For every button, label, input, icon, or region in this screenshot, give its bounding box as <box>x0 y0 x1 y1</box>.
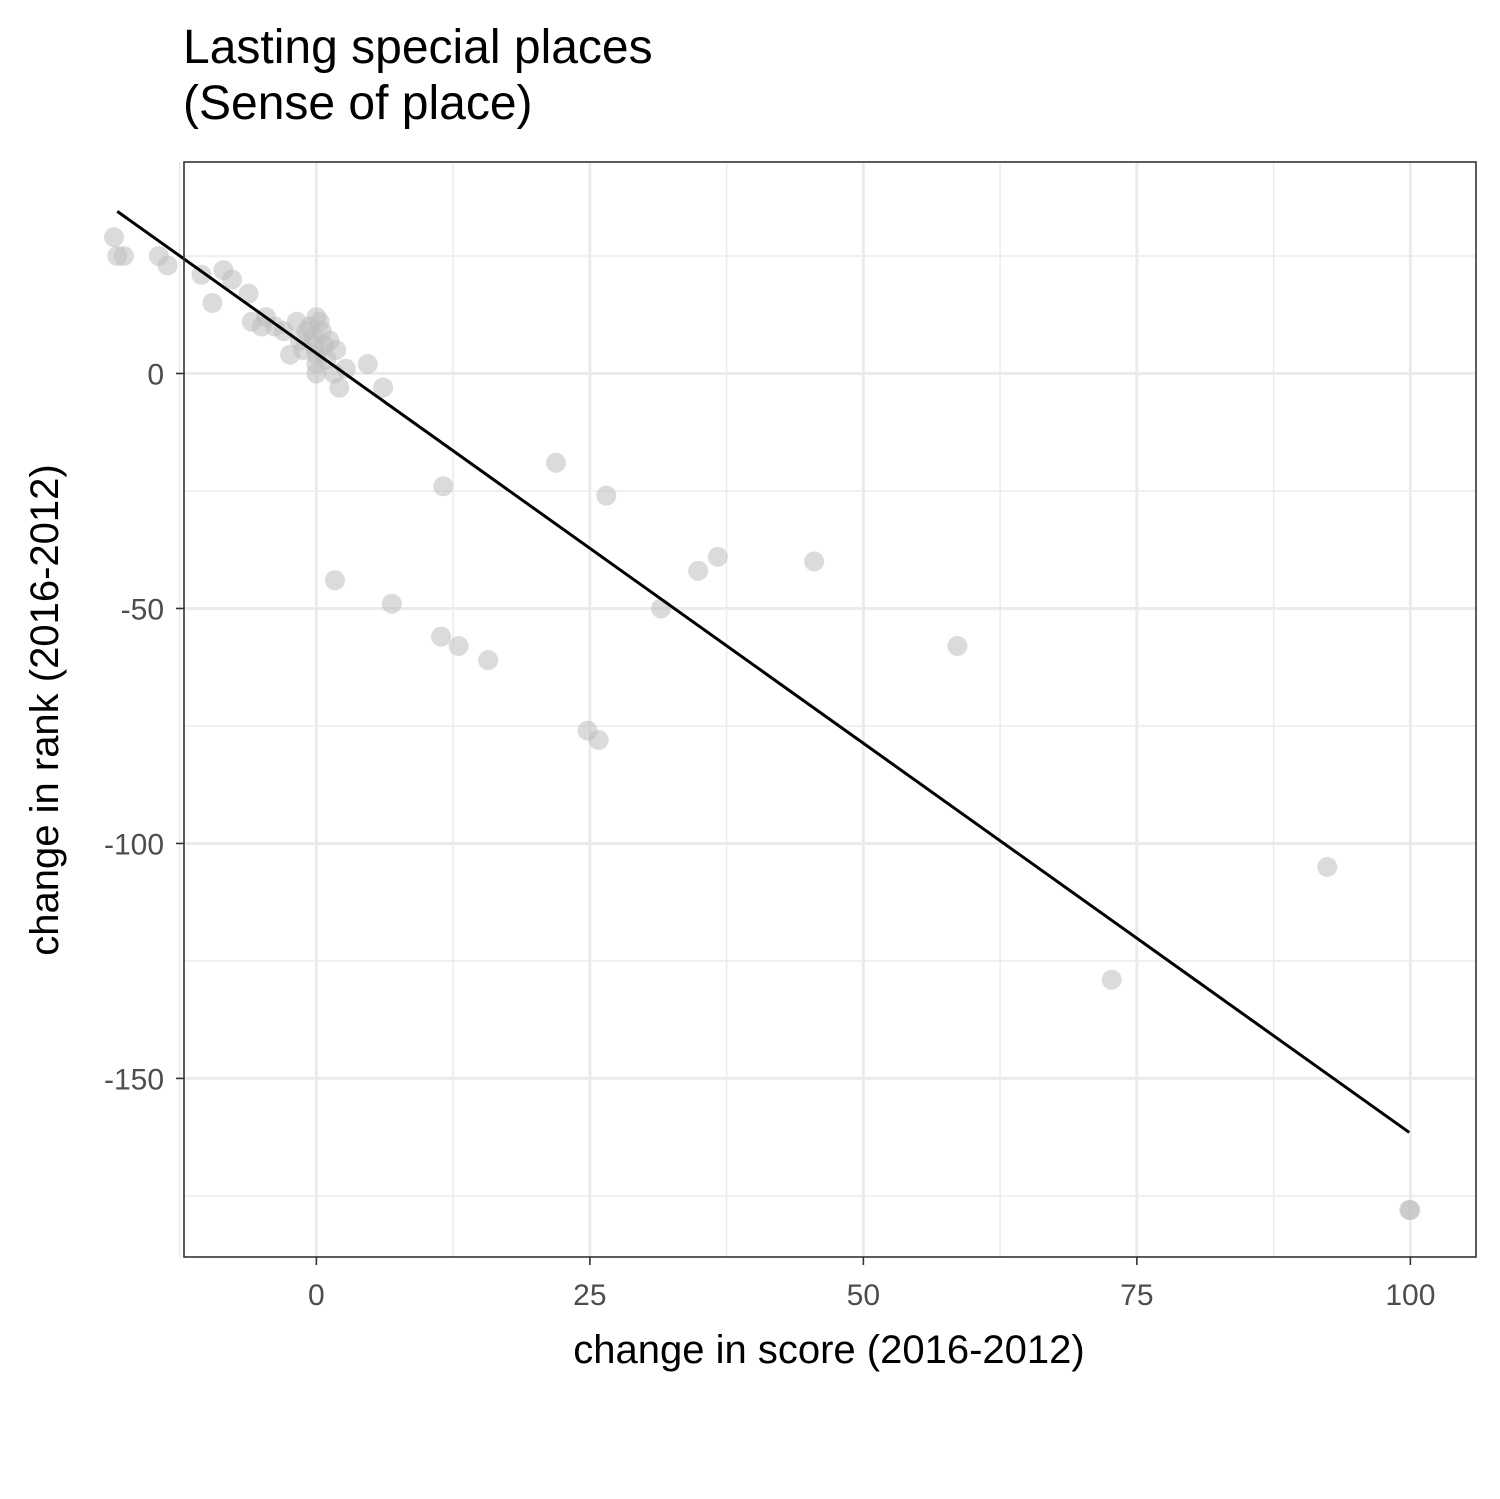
data-point <box>1101 969 1122 990</box>
chart-title-line-2: (Sense of place) <box>183 77 533 130</box>
y-tick-label: -50 <box>121 593 164 626</box>
x-tick-label: 75 <box>1120 1279 1153 1312</box>
y-axis-ticks: 0 -50 -100 -150 <box>104 358 184 1096</box>
chart-title-line-1: Lasting special places <box>183 21 653 74</box>
data-point <box>326 339 347 360</box>
data-point <box>650 598 671 619</box>
data-point <box>306 363 327 384</box>
data-points <box>103 227 1421 1221</box>
x-tick-label: 0 <box>308 1279 325 1312</box>
data-point <box>431 626 452 647</box>
data-point <box>238 283 259 304</box>
data-point <box>113 245 134 266</box>
data-point <box>707 546 728 567</box>
data-point <box>373 377 394 398</box>
data-point <box>804 551 825 572</box>
data-point <box>381 593 402 614</box>
data-point <box>157 255 178 276</box>
panel-border <box>183 161 1477 1258</box>
data-point <box>222 269 243 290</box>
y-tick-label: -150 <box>104 1063 164 1096</box>
data-point <box>588 730 609 751</box>
data-point <box>103 227 124 248</box>
data-point <box>478 650 499 671</box>
data-point <box>329 377 350 398</box>
data-point <box>1317 856 1338 877</box>
minor-gridlines <box>178 162 1476 1257</box>
data-point <box>448 636 469 657</box>
data-point <box>202 292 223 313</box>
trend-line-group <box>116 210 1411 1134</box>
x-tick-label: 25 <box>573 1279 606 1312</box>
chart-title: Lasting special places (Sense of place) <box>183 20 653 132</box>
x-tick-label: 100 <box>1385 1279 1435 1312</box>
data-point <box>688 560 709 581</box>
trend-line <box>116 210 1411 1134</box>
y-axis-title: change in rank (2016-2012) <box>23 464 67 955</box>
data-point <box>191 264 212 285</box>
data-point <box>433 476 454 497</box>
data-point <box>947 636 968 657</box>
data-point <box>357 354 378 375</box>
major-gridlines <box>184 162 1476 1257</box>
x-tick-label: 50 <box>847 1279 880 1312</box>
y-tick-label: -100 <box>104 828 164 861</box>
y-tick-label: 0 <box>147 358 164 391</box>
x-axis-title: change in score (2016-2012) <box>573 1328 1084 1372</box>
data-point <box>335 358 356 379</box>
x-axis-ticks: 0 25 50 75 100 <box>308 1257 1435 1312</box>
data-point <box>1400 1200 1421 1221</box>
data-point <box>545 452 566 473</box>
data-point <box>596 485 617 506</box>
data-point <box>324 570 345 591</box>
